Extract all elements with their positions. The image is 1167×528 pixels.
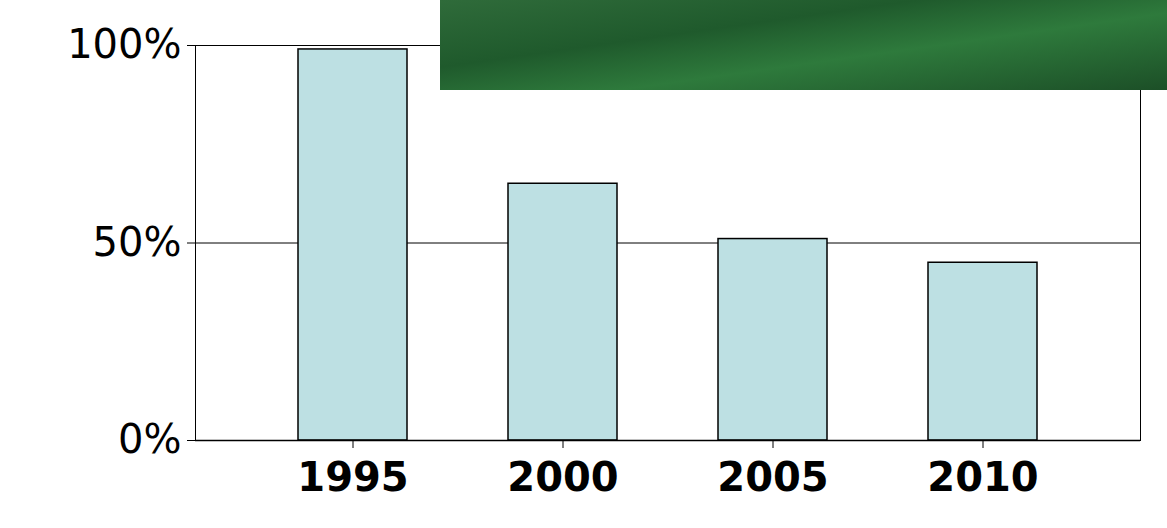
svg-text:50%: 50%: [93, 219, 182, 265]
svg-text:1995: 1995: [297, 454, 408, 500]
svg-text:100%: 100%: [67, 21, 181, 67]
svg-text:0%: 0%: [118, 416, 181, 462]
svg-text:2000: 2000: [507, 454, 618, 500]
svg-text:2010: 2010: [927, 454, 1038, 500]
svg-text:2005: 2005: [717, 454, 828, 500]
